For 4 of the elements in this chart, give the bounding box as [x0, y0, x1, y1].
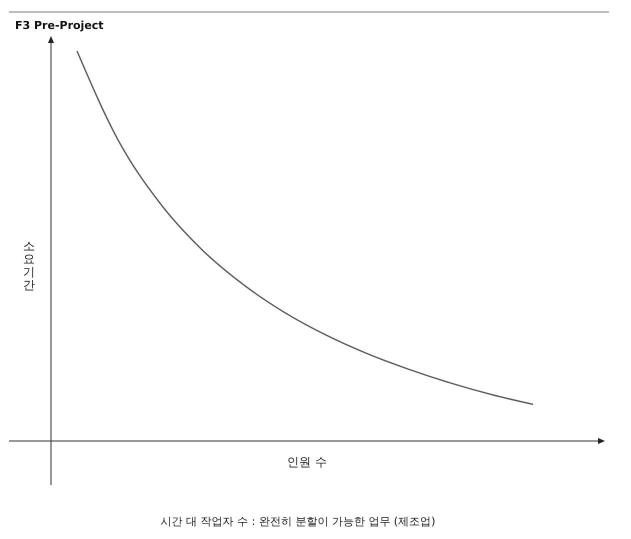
- x-axis-title: 인원 수: [287, 455, 327, 469]
- y-axis-title: 소요기간: [23, 239, 35, 292]
- text: 시간 대 작업자 수 : 완전히 분할이 가능한 업무 (제조업): [160, 515, 436, 528]
- chart-title: F3 Pre-Project: [15, 19, 104, 32]
